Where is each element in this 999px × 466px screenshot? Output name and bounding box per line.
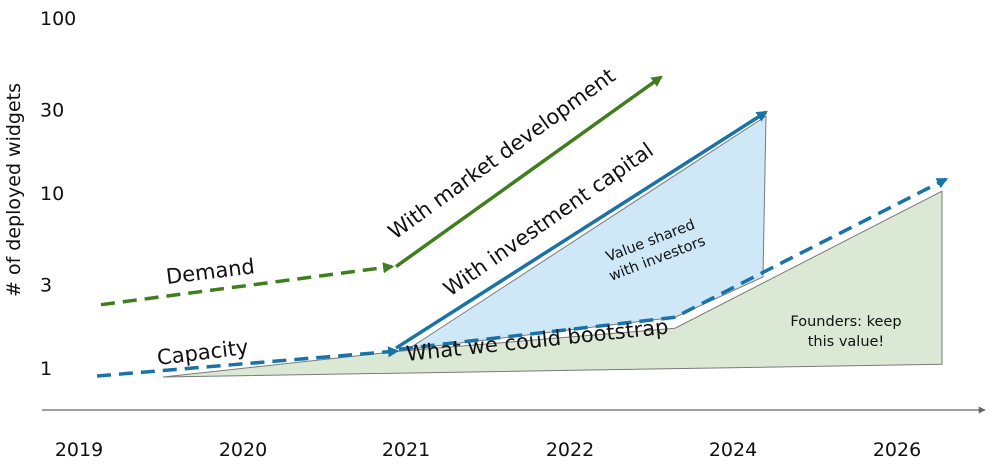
x-tick-label: 2021	[382, 439, 430, 461]
series-line-with-investment-capital	[395, 110, 768, 350]
y-tick-label: 100	[40, 8, 76, 30]
y-tick-label: 10	[40, 183, 64, 205]
series-line-what-we-could-bootstrap	[398, 177, 948, 351]
svg-text:Founders: keep: Founders: keep	[790, 314, 901, 330]
area-founders	[162, 190, 943, 378]
svg-text:this value!: this value!	[808, 334, 885, 350]
x-tick-label: 2022	[546, 439, 594, 461]
y-tick-label: 30	[40, 100, 64, 122]
x-tick-label: 2024	[709, 439, 757, 461]
label-founders-area: Founders: keep this value!	[790, 314, 901, 350]
y-tick-label: 3	[40, 275, 52, 297]
label-demand: Demand	[165, 254, 256, 289]
series-line-demand	[100, 262, 395, 307]
series-line-with-market-development	[394, 75, 663, 268]
x-tick-label: 2019	[55, 439, 103, 461]
x-tick-label: 2020	[219, 439, 267, 461]
series-line-capacity	[96, 346, 400, 378]
label-market-development: With market development	[384, 64, 620, 245]
y-axis-label: # of deployed widgets	[3, 83, 25, 297]
y-tick-label: 1	[40, 358, 52, 380]
x-tick-label: 2026	[873, 439, 921, 461]
